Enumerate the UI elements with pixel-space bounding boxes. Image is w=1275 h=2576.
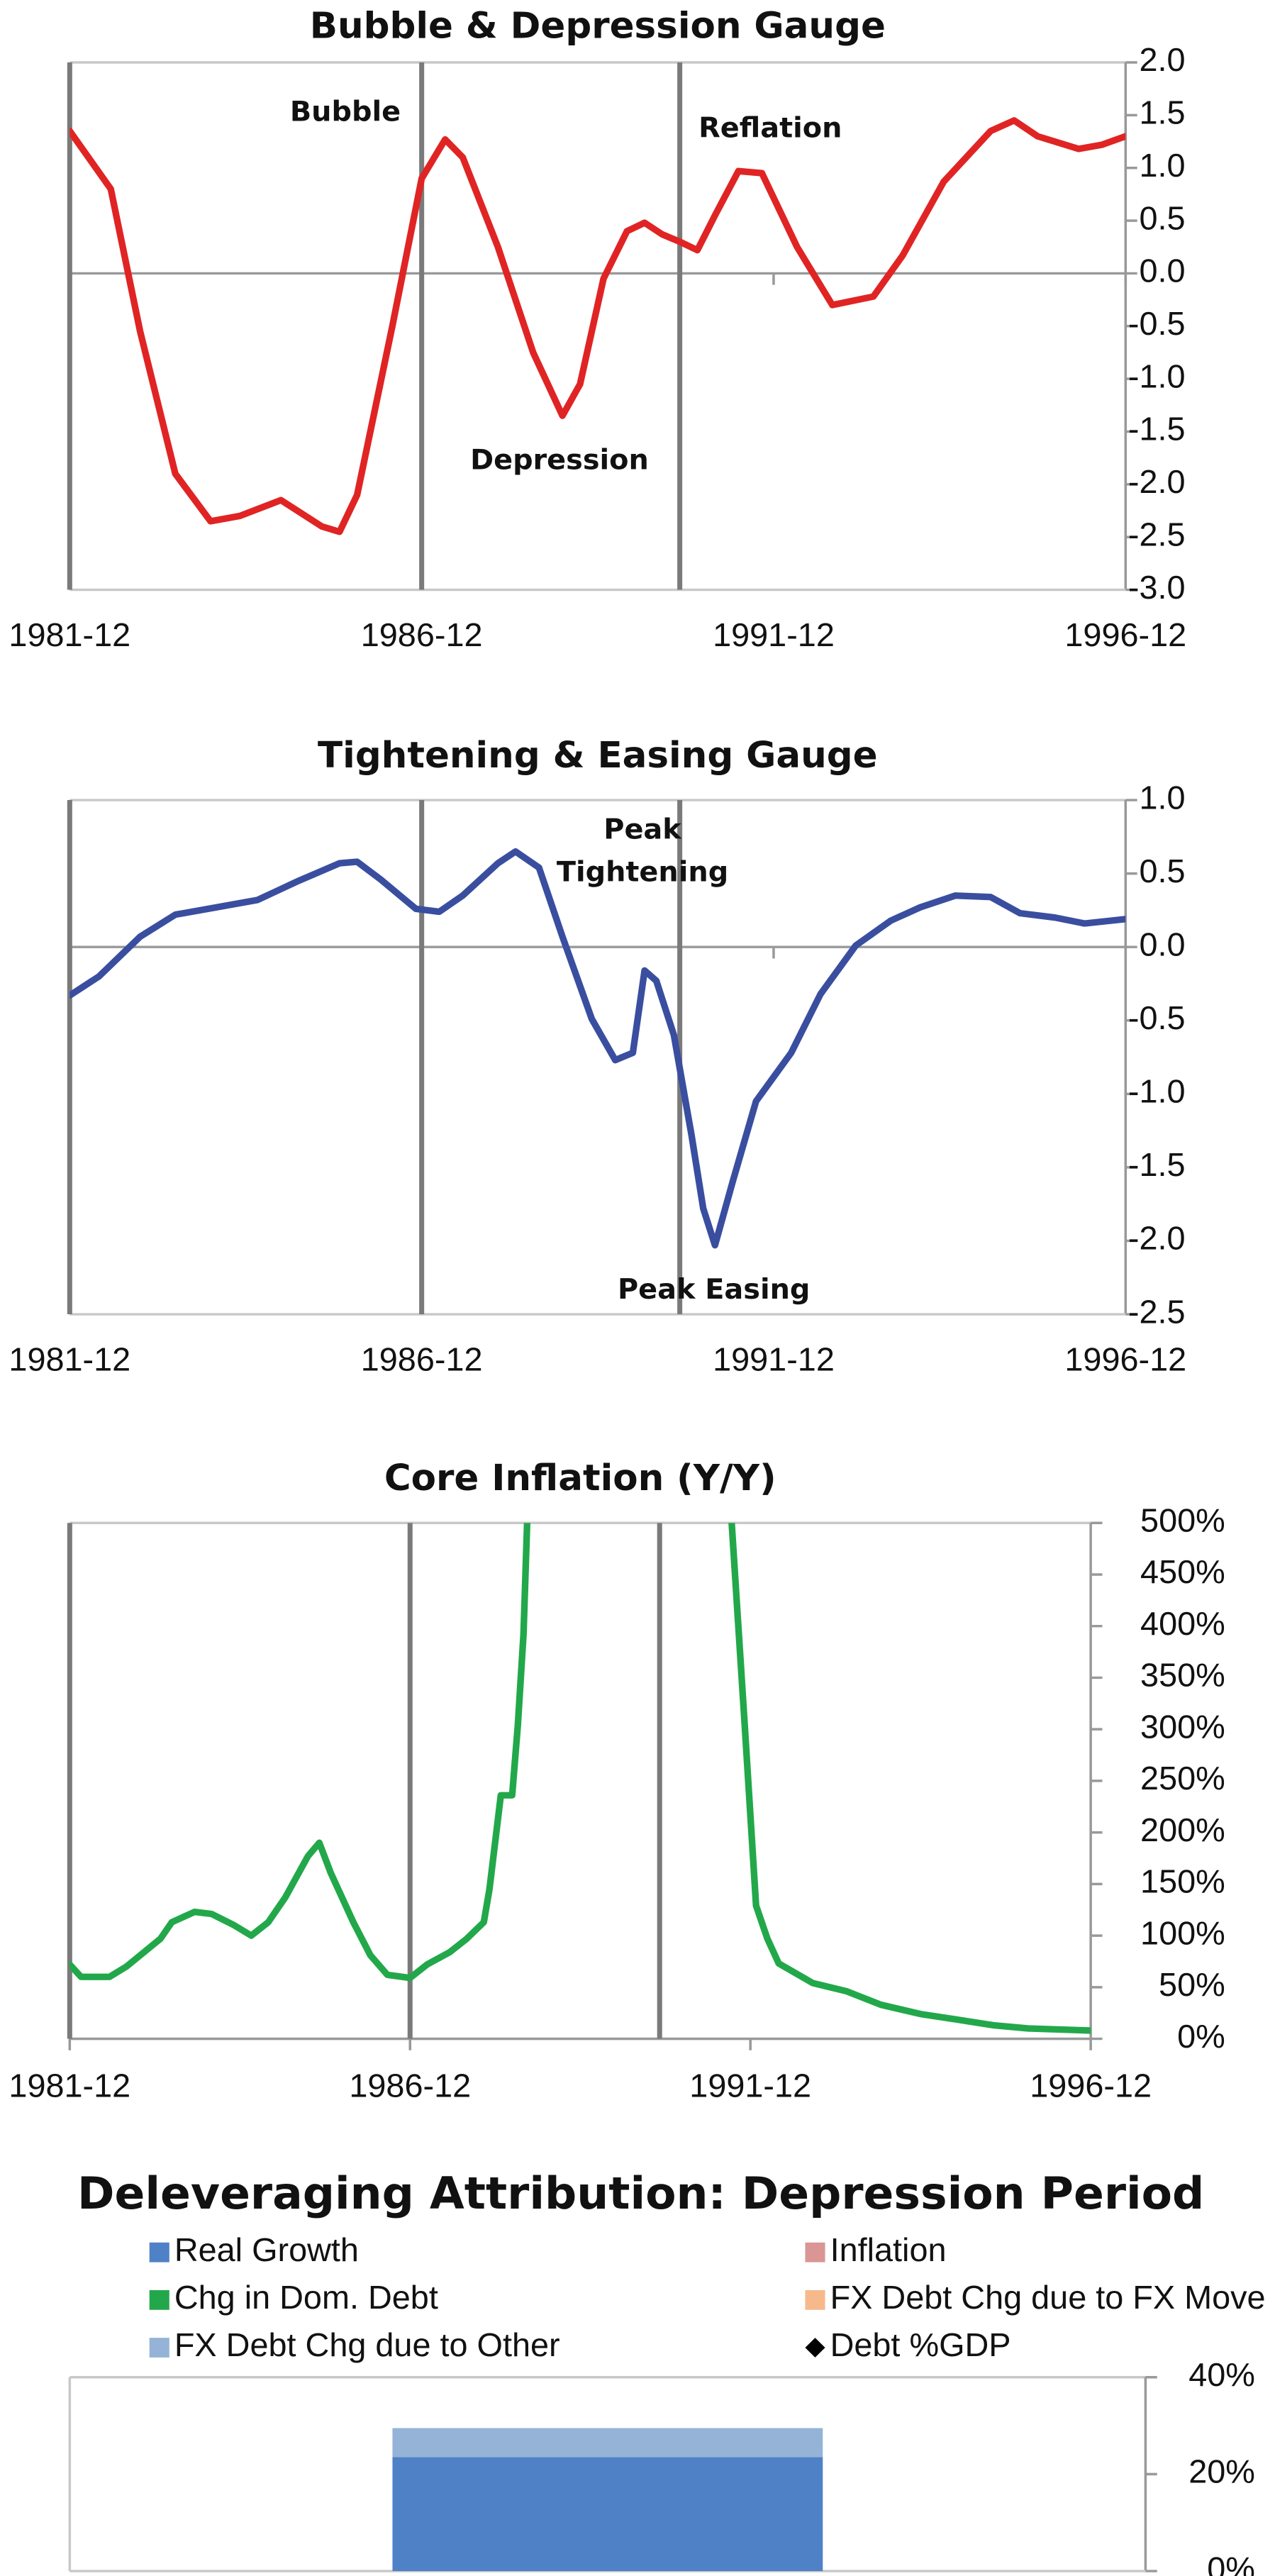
legend-label: FX Debt Chg due to FX Move: [830, 2279, 1266, 2316]
data-line: [69, 117, 1126, 535]
chart-title: Deleveraging Attribution: Depression Per…: [77, 2167, 1204, 2219]
y-tick-label: 100%: [1140, 1915, 1225, 1952]
x-tick-label: 1996-12: [1064, 616, 1186, 653]
legend-label: Chg in Dom. Debt: [174, 2279, 438, 2316]
legend-marker: [805, 2338, 825, 2358]
legend-label: FX Debt Chg due to Other: [174, 2326, 560, 2363]
y-tick-label: 20%: [1188, 2453, 1255, 2490]
y-tick-label: 0%: [1207, 2550, 1255, 2576]
y-tick-label: 200%: [1140, 1811, 1225, 1848]
annotation: Bubble: [290, 95, 401, 128]
legend-swatch: [149, 2242, 169, 2263]
y-tick-label: -1.0: [1128, 1073, 1186, 1110]
y-tick-label: 250%: [1140, 1760, 1225, 1797]
y-tick-label: -1.5: [1128, 1146, 1186, 1183]
chart-title: Core Inflation (Y/Y): [384, 1457, 776, 1499]
y-tick-label: 350%: [1140, 1657, 1225, 1694]
annotation: Peak: [603, 814, 682, 846]
x-tick-label: 1986-12: [361, 1341, 483, 1378]
y-tick-label: 400%: [1140, 1605, 1225, 1642]
x-tick-label: 1996-12: [1064, 1341, 1186, 1378]
y-tick-label: -1.0: [1128, 358, 1186, 395]
y-tick-label: 450%: [1140, 1553, 1225, 1590]
x-tick-label: 1986-12: [361, 616, 483, 653]
y-tick-label: -2.5: [1128, 516, 1186, 553]
legend-swatch: [805, 2289, 825, 2310]
x-tick-label: 1991-12: [713, 616, 835, 653]
y-tick-label: 0.5: [1139, 200, 1185, 237]
legend-swatch: [149, 2338, 169, 2358]
x-tick-label: 1991-12: [689, 2067, 811, 2104]
x-tick-label: 1981-12: [9, 2067, 130, 2104]
y-tick-label: 1.5: [1139, 94, 1185, 131]
y-tick-label: -2.0: [1128, 463, 1186, 500]
annotation: Depression: [470, 444, 649, 477]
bar-segment: [392, 2428, 823, 2458]
y-tick-label: 50%: [1159, 1966, 1225, 2003]
legend-swatch: [149, 2289, 169, 2310]
y-tick-label: 300%: [1140, 1709, 1225, 1745]
y-tick-label: -2.5: [1128, 1294, 1186, 1331]
chart-title: Bubble & Depression Gauge: [310, 5, 886, 48]
y-tick-label: 1.0: [1139, 147, 1185, 184]
y-tick-label: -1.5: [1128, 411, 1186, 448]
annotation: Peak Easing: [618, 1273, 810, 1306]
y-tick-label: 40%: [1188, 2356, 1255, 2393]
y-tick-label: 0.5: [1139, 853, 1185, 889]
legend-swatch: [805, 2242, 825, 2263]
y-tick-label: 0%: [1177, 2018, 1225, 2055]
y-tick-label: 500%: [1140, 1502, 1225, 1539]
y-tick-label: -0.5: [1128, 999, 1186, 1036]
data-line: [69, 848, 1126, 1249]
y-tick-label: -0.5: [1128, 305, 1186, 342]
x-tick-label: 1981-12: [9, 1341, 130, 1378]
bar-segment: [392, 2457, 823, 2572]
data-line: [69, 1523, 1091, 2034]
y-tick-label: -3.0: [1128, 569, 1186, 606]
y-tick-label: 1.0: [1139, 779, 1185, 816]
legend-label: Real Growth: [174, 2231, 359, 2268]
y-tick-label: 150%: [1140, 1863, 1225, 1900]
x-tick-label: 1981-12: [9, 616, 130, 653]
legend-label: Debt %GDP: [830, 2326, 1011, 2363]
annotation: Reflation: [698, 112, 842, 145]
legend-label: Inflation: [830, 2231, 947, 2268]
annotation: Tightening: [557, 856, 728, 889]
y-tick-label: 0.0: [1139, 926, 1185, 963]
y-tick-label: -2.0: [1128, 1220, 1186, 1257]
x-tick-label: 1991-12: [713, 1341, 835, 1378]
x-tick-label: 1986-12: [349, 2067, 471, 2104]
x-tick-label: 1996-12: [1030, 2067, 1152, 2104]
y-tick-label: 2.0: [1139, 41, 1185, 78]
y-tick-label: 0.0: [1139, 252, 1185, 289]
chart-title: Tightening & Easing Gauge: [318, 734, 878, 777]
